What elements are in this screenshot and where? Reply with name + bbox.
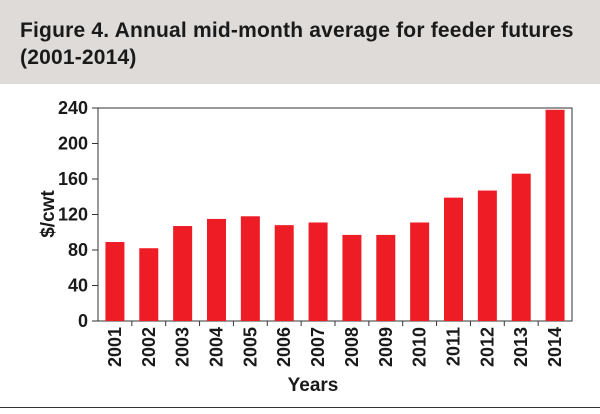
bar-2011 bbox=[444, 197, 463, 321]
bar-2006 bbox=[274, 225, 294, 321]
bar-2001 bbox=[105, 242, 125, 321]
x-tick-label: 2010 bbox=[410, 327, 430, 367]
bar-2005 bbox=[240, 216, 260, 321]
x-tick-label: 2005 bbox=[240, 327, 260, 367]
plot-frame-group bbox=[97, 107, 573, 322]
y-tick-label: 80 bbox=[68, 240, 88, 260]
bottom-rule bbox=[0, 407, 600, 408]
x-axis: 2001 2002 2003 2004 2005 2006 2007 2008 2009 2010… bbox=[105, 321, 565, 367]
plot-frame bbox=[97, 107, 573, 322]
figure-header: Figure 4. Annual mid-month average for f… bbox=[0, 0, 600, 84]
y-axis-title: $/cwt bbox=[38, 190, 59, 238]
bar-2004 bbox=[207, 218, 226, 321]
y-tick-label: 0 bbox=[78, 311, 88, 331]
y-tick-label: 240 bbox=[58, 98, 88, 118]
x-tick-label: 2001 bbox=[105, 327, 125, 367]
x-tick-label: 2011 bbox=[444, 327, 464, 366]
bar-2007 bbox=[308, 222, 328, 321]
bar-2013 bbox=[511, 173, 531, 321]
bar-2014 bbox=[545, 109, 565, 321]
x-tick-label: 2008 bbox=[342, 327, 362, 367]
x-tick-label: 2003 bbox=[173, 327, 193, 367]
x-tick-label: 2009 bbox=[376, 327, 396, 367]
y-tick-label: 40 bbox=[68, 276, 88, 296]
bar-2009 bbox=[376, 234, 396, 321]
bar-2003 bbox=[173, 226, 193, 321]
x-tick-label: 2013 bbox=[511, 327, 531, 367]
x-tick-label: 2007 bbox=[308, 327, 328, 367]
y-axis: 0 40 80 120 160 200 240 bbox=[58, 98, 98, 331]
bar-series bbox=[105, 109, 565, 321]
x-tick-label: 2012 bbox=[477, 327, 497, 367]
y-tick-label: 200 bbox=[58, 134, 88, 154]
figure-title-line-2: (2001-2014) bbox=[20, 46, 137, 69]
x-tick-label: 2006 bbox=[274, 327, 294, 367]
bar-2012 bbox=[477, 190, 497, 321]
x-tick-label: 2004 bbox=[207, 327, 227, 367]
y-tick-label: 120 bbox=[58, 205, 88, 225]
figure-title-line-1: Figure 4. Annual mid-month average for f… bbox=[20, 19, 574, 42]
y-tick-label: 160 bbox=[58, 169, 88, 189]
x-tick-label: 2014 bbox=[545, 327, 565, 367]
bar-2002 bbox=[139, 248, 159, 321]
x-tick-label: 2002 bbox=[139, 327, 159, 367]
x-axis-title: Years bbox=[288, 375, 339, 396]
bar-2008 bbox=[342, 234, 362, 321]
bar-2010 bbox=[410, 222, 430, 321]
